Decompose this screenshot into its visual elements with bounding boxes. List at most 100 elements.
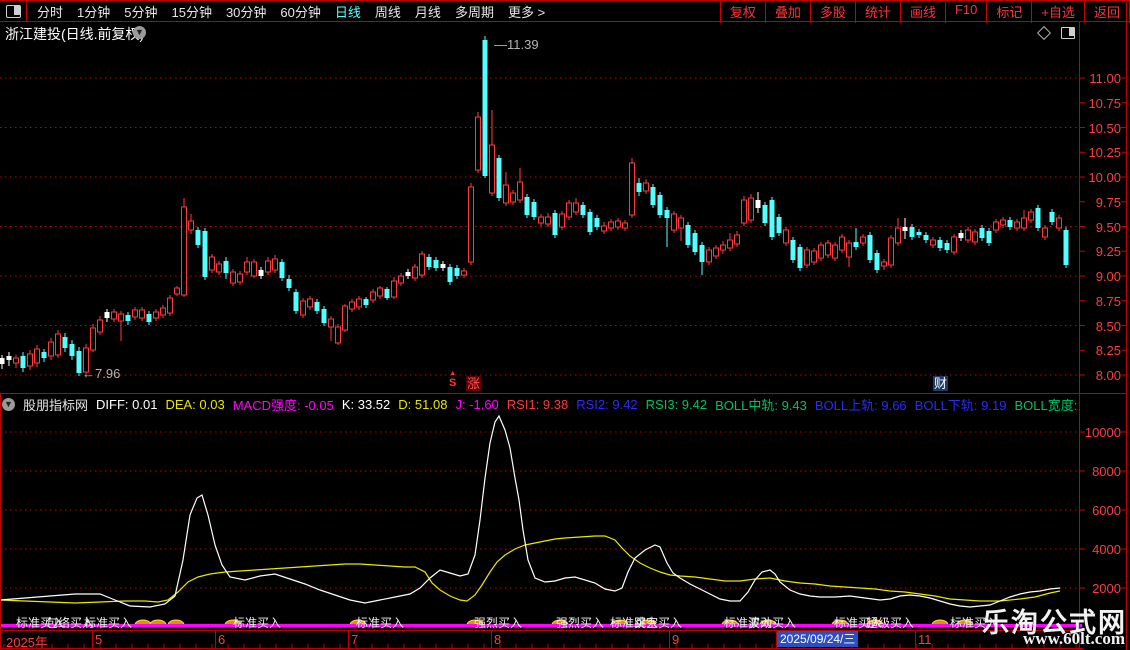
candle-down	[1035, 208, 1041, 228]
candle-doji	[6, 356, 12, 360]
candle-up	[601, 225, 607, 232]
candle-up	[153, 311, 159, 319]
window-icon[interactable]	[0, 0, 27, 22]
indicator-value-label: 2000	[1092, 581, 1121, 596]
candle-up	[559, 213, 565, 228]
split-window-icon[interactable]	[1061, 27, 1075, 39]
candle-down	[580, 205, 586, 215]
candle-up	[461, 270, 467, 276]
candle-down	[979, 228, 985, 238]
price-label: 10.00	[1088, 170, 1121, 185]
candle-down	[797, 247, 803, 268]
menu-item-画线[interactable]: 画线	[899, 0, 945, 23]
menu-item-1分钟[interactable]: 1分钟	[77, 4, 111, 20]
menu-item-+自选[interactable]: +自选	[1031, 0, 1084, 23]
candle-down	[587, 212, 593, 232]
menu-item-多股[interactable]: 多股	[809, 0, 855, 23]
candle-doji	[258, 270, 264, 276]
chevron-down-icon[interactable]: ▼	[133, 26, 146, 39]
candle-down	[769, 200, 775, 237]
date-label[interactable]: 6	[218, 632, 226, 647]
candle-up	[839, 236, 845, 251]
signal-marker-sell: ▲ S	[449, 370, 457, 389]
price-label: 9.75	[1095, 194, 1121, 210]
menu-item-叠加[interactable]: 叠加	[764, 0, 810, 23]
candle-up	[244, 261, 250, 273]
candle-up	[412, 266, 418, 279]
price-label: 11.00	[1089, 71, 1121, 86]
date-label[interactable]: 11	[918, 632, 932, 647]
date-separator	[92, 631, 93, 648]
candle-up	[538, 216, 544, 224]
candle-up	[328, 318, 334, 328]
price-label: 10.50	[1088, 120, 1121, 136]
candle-up	[111, 311, 117, 320]
menu-item-标记[interactable]: 标记	[986, 0, 1031, 23]
current-date-highlight[interactable]: 2025/09/24/三	[777, 631, 859, 647]
chevron-down-icon[interactable]: ▼	[2, 398, 15, 411]
candle-up	[741, 199, 747, 224]
candle-up	[881, 261, 887, 267]
signal-label: 包络买入	[46, 616, 95, 630]
menu-item-更多 >[interactable]: 更多 >	[507, 4, 546, 20]
watermark-site-name: 乐淘公式网	[982, 608, 1127, 638]
candle-doji	[902, 227, 908, 231]
low-price-annotation: ←7.96	[82, 366, 121, 381]
menu-item-30分钟[interactable]: 30分钟	[225, 4, 267, 20]
signal-label: 标准买入	[16, 616, 65, 630]
indicator-item: K: 33.52	[341, 397, 391, 412]
candle-up	[97, 319, 103, 333]
menu-item-周线[interactable]: 周线	[374, 4, 401, 20]
signal-label: 跳空买入	[634, 616, 683, 630]
date-separator	[776, 631, 777, 648]
menu-item-日线[interactable]: 日线	[334, 4, 361, 20]
candle-up	[370, 291, 376, 301]
candle-doji	[405, 272, 411, 276]
diamond-icon[interactable]	[1036, 25, 1052, 41]
price-label: 9.00	[1095, 269, 1121, 284]
candle-up	[132, 309, 138, 318]
menu-item-分时[interactable]: 分时	[37, 4, 64, 20]
title-row: 浙江建投(日线.前复权) ▼	[0, 22, 1130, 42]
signal-label: 标准买入	[233, 616, 282, 630]
indicator-value-label: 4000	[1092, 542, 1121, 557]
candle-up	[993, 221, 999, 231]
signal-band	[0, 624, 1082, 627]
candle-up	[713, 247, 719, 257]
candle-down	[447, 267, 453, 282]
date-label[interactable]: 2025年	[6, 635, 48, 650]
candle-up	[895, 227, 901, 244]
marker-zhang: 涨	[466, 376, 482, 391]
menu-item-返回[interactable]: 返回	[1083, 0, 1130, 23]
indicator-item: J: -1.60	[455, 397, 499, 412]
candle-up	[930, 239, 936, 246]
candle-up	[307, 298, 313, 308]
candle-up	[965, 229, 971, 241]
kdj-k-line	[0, 414, 1061, 608]
menu-item-多周期[interactable]: 多周期	[454, 4, 494, 20]
candle-up	[622, 222, 628, 229]
menu-item-5分钟[interactable]: 5分钟	[124, 4, 158, 20]
menu-item-统计[interactable]: 统计	[854, 0, 900, 23]
date-label[interactable]: 8	[494, 632, 502, 647]
menu-item-15分钟[interactable]: 15分钟	[171, 4, 212, 20]
candle-up	[832, 244, 838, 259]
menu-item-月线[interactable]: 月线	[414, 4, 441, 20]
date-label[interactable]: 9	[672, 632, 680, 647]
menu-item-60分钟[interactable]: 60分钟	[280, 4, 321, 20]
candle-up	[349, 301, 355, 310]
date-separator	[669, 631, 670, 648]
menu-item-F10[interactable]: F10	[944, 0, 986, 23]
date-label[interactable]: 7	[351, 632, 359, 647]
candle-down	[874, 253, 880, 270]
signal-label: 标准买入	[834, 616, 883, 630]
date-label[interactable]: 5	[95, 632, 103, 647]
candle-down	[482, 40, 488, 176]
menu-item-复权[interactable]: 复权	[719, 0, 765, 23]
candle-up	[13, 357, 19, 364]
candle-down	[909, 227, 915, 237]
candle-up	[174, 287, 180, 295]
indicator-item: BOLL上轨: 9.66	[814, 398, 907, 413]
candle-up	[608, 221, 614, 229]
